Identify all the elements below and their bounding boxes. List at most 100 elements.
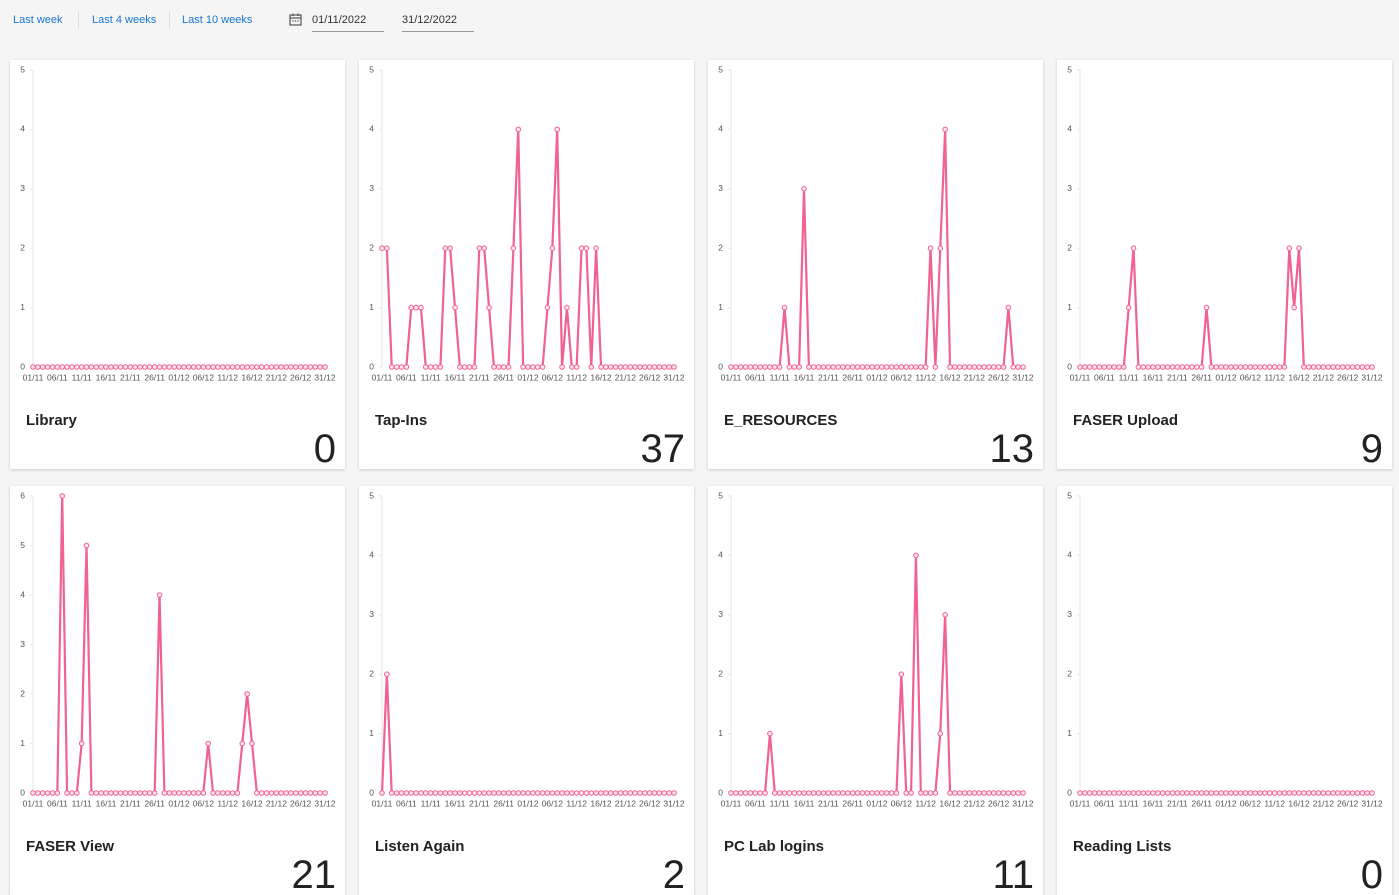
card-chart: 0 1 2 3 4 5 01/11 06/11 11/11 16/11 21/11 26/11 01/1…	[20, 64, 336, 469]
x-tick-label: 06/12	[193, 372, 215, 382]
y-tick-label: 3	[718, 609, 723, 619]
card-title: Reading Lists	[1073, 838, 1171, 855]
data-point	[772, 364, 778, 370]
data-point	[263, 364, 270, 370]
data-point	[1091, 790, 1098, 796]
data-point	[384, 245, 390, 251]
x-tick-label: 31/12	[314, 372, 336, 382]
card-chart: 0 1 2 3 4 5 6 01/11 06/11 11/11 16/11 21/11 26/11 01/…	[20, 490, 336, 895]
data-point	[1262, 790, 1268, 796]
range-button[interactable]: Last 10 weeks	[182, 14, 253, 26]
data-point	[927, 790, 934, 796]
x-tick-label: 06/12	[542, 372, 564, 382]
data-point	[1354, 364, 1361, 370]
data-point	[156, 364, 163, 370]
data-point	[786, 790, 793, 796]
x-tick-label: 01/12	[1215, 798, 1237, 808]
metric-card: 0 1 2 3 4 5 01/11 06/11 11/11 16/11 21/11 26/11 01/1…	[708, 486, 1043, 895]
data-point	[976, 364, 983, 370]
data-point	[215, 790, 221, 796]
y-tick-label: 3	[369, 183, 374, 193]
data-point	[254, 790, 260, 796]
data-point	[1344, 364, 1351, 370]
data-point	[815, 364, 822, 370]
data-point	[627, 364, 634, 370]
data-point	[569, 364, 575, 370]
end-date-input[interactable]: 31/12/2022	[402, 14, 474, 32]
y-tick-label: 3	[20, 639, 25, 649]
data-point	[447, 790, 453, 796]
range-button[interactable]: Last 4 weeks	[92, 14, 157, 26]
data-point	[1257, 790, 1263, 796]
data-point	[1111, 790, 1117, 796]
data-point	[1116, 364, 1122, 370]
series-line	[731, 554, 1023, 795]
data-point	[1135, 790, 1142, 796]
data-point	[806, 790, 812, 796]
x-tick-label: 11/11	[421, 798, 441, 808]
data-point	[559, 790, 565, 796]
data-point	[1276, 790, 1283, 796]
data-point	[1301, 790, 1307, 796]
data-point	[549, 245, 556, 251]
data-point	[1305, 790, 1312, 796]
range-button[interactable]: Last week	[13, 14, 63, 26]
x-tick-label: 26/12	[988, 798, 1010, 808]
data-point	[607, 790, 614, 796]
data-point	[588, 364, 595, 370]
data-point	[88, 364, 95, 370]
card-chart: 0 1 2 3 4 5 01/11 06/11 11/11 16/11 21/11 26/11 01/1…	[1067, 490, 1383, 895]
data-point	[137, 790, 143, 796]
data-point	[1325, 790, 1332, 796]
data-point	[956, 790, 963, 796]
data-point	[510, 245, 517, 251]
data-point	[728, 364, 734, 370]
data-point	[190, 790, 197, 796]
x-tick-label: 21/12	[615, 798, 637, 808]
data-point	[239, 364, 246, 370]
x-tick-label: 01/11	[721, 372, 742, 382]
data-point	[166, 364, 173, 370]
calendar-icon[interactable]	[289, 13, 302, 26]
x-tick-label: 01/12	[866, 798, 888, 808]
data-point	[398, 790, 405, 796]
data-point	[971, 790, 978, 796]
metric-card: 0 1 2 3 4 5 01/11 06/11 11/11 16/11 21/11 26/11 01/1…	[1057, 60, 1392, 469]
card-total: 9	[1361, 427, 1383, 469]
data-point	[132, 364, 138, 370]
data-point	[666, 364, 672, 370]
start-date-input[interactable]: 01/11/2022	[312, 14, 384, 32]
data-point	[74, 790, 80, 796]
data-point	[617, 364, 624, 370]
data-point	[830, 364, 836, 370]
toolbar: Last week Last 4 weeks Last 10 weeks 01/…	[0, 0, 1399, 44]
series-line	[33, 494, 325, 795]
data-point	[307, 364, 314, 370]
data-point	[388, 790, 395, 796]
data-point	[991, 790, 997, 796]
data-point	[810, 790, 817, 796]
data-point	[1213, 790, 1220, 796]
data-point	[801, 790, 807, 796]
x-tick-label: 16/11	[1143, 798, 1164, 808]
data-point	[733, 790, 739, 796]
data-point	[733, 364, 739, 370]
data-point	[427, 790, 434, 796]
card-chart: 0 1 2 3 4 5 01/11 06/11 11/11 16/11 21/11 26/11 01/1…	[369, 64, 685, 469]
x-tick-label: 16/12	[1288, 798, 1310, 808]
data-point	[1218, 790, 1224, 796]
data-point	[442, 245, 449, 251]
data-point	[423, 364, 429, 370]
series-line	[380, 673, 674, 795]
x-tick-label: 01/12	[517, 798, 539, 808]
data-point	[612, 364, 619, 370]
data-point	[1354, 790, 1361, 796]
data-point	[224, 790, 231, 796]
data-point	[39, 790, 46, 796]
data-point	[767, 730, 773, 737]
data-point	[481, 245, 487, 251]
data-point	[1101, 364, 1108, 370]
y-tick-label: 4	[369, 550, 374, 560]
data-point	[1213, 364, 1220, 370]
